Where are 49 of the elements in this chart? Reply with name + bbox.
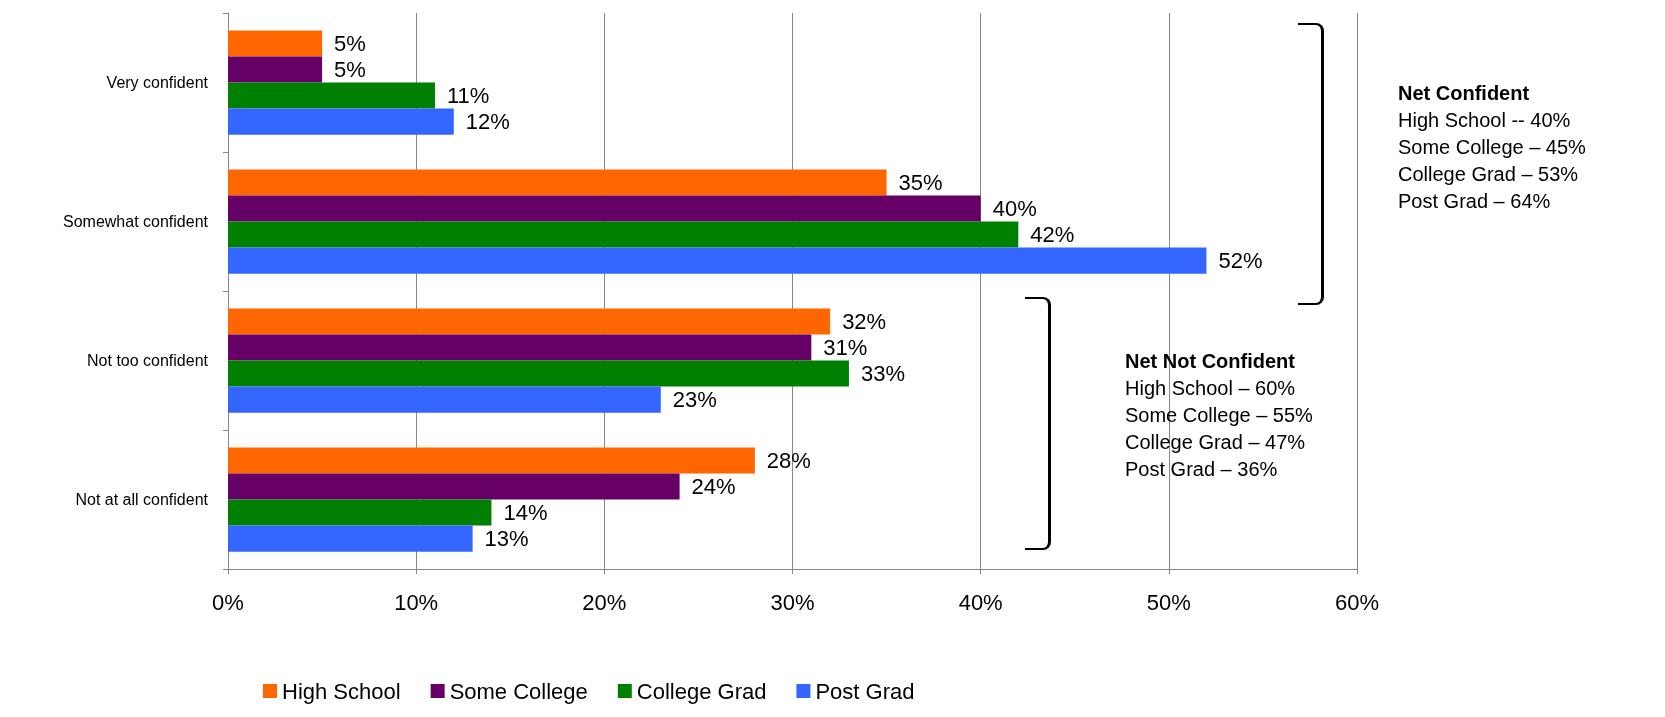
y-tick-label: Not at all confident — [75, 491, 209, 508]
x-tick-label: 40% — [958, 589, 1003, 615]
bar — [228, 334, 812, 361]
legend-label: Post Grad — [815, 678, 915, 704]
x-tick-label: 60% — [1334, 589, 1380, 615]
data-label: 32% — [842, 308, 887, 334]
text: Net Confident High School -- 40% Some College – 45% College Grad – 53% Post Grad – 64% — [1398, 81, 1586, 214]
data-label: 14% — [503, 500, 548, 526]
bar — [228, 247, 1207, 274]
y-tick-label: Very confident — [106, 74, 209, 91]
data-label: 28% — [766, 447, 811, 473]
data-label: 23% — [672, 387, 717, 413]
legend-label: High School — [282, 678, 401, 704]
legend-label: College Grad — [636, 678, 767, 704]
x-tick-label: 50% — [1146, 589, 1191, 615]
data-label: 11% — [446, 83, 490, 109]
bar — [228, 525, 473, 552]
data-label: 33% — [860, 361, 905, 387]
bar — [228, 308, 831, 335]
bar — [228, 195, 981, 222]
x-tick-label: 10% — [394, 589, 439, 615]
bar — [228, 30, 323, 57]
y-tick-label: Somewhat confident — [63, 213, 209, 230]
bar — [228, 360, 849, 387]
bar — [228, 473, 680, 500]
data-label: 24% — [691, 473, 736, 499]
data-label: 40% — [992, 195, 1037, 221]
y-tick-label: Not too confident — [87, 352, 209, 369]
data-label: 5% — [334, 56, 366, 82]
x-tick-label: 30% — [770, 589, 815, 615]
bar — [228, 56, 323, 83]
annotation: Net Not Confident High School – 60% Some College – 55% College Grad – 47% Post Grad – 36% — [1125, 349, 1313, 482]
data-label: 13% — [484, 526, 529, 552]
bar — [228, 447, 755, 474]
data-label: 52% — [1218, 248, 1263, 274]
data-label: 5% — [334, 30, 366, 56]
bar — [228, 221, 1019, 248]
bar — [228, 499, 492, 526]
bar — [228, 386, 661, 413]
bar — [228, 82, 435, 109]
x-tick-label: 20% — [582, 589, 627, 615]
legend-label: Some College — [449, 678, 588, 704]
data-label: 12% — [465, 109, 510, 135]
data-label: 31% — [823, 334, 868, 360]
data-label: 35% — [898, 169, 943, 195]
x-tick-label: 0% — [212, 589, 244, 615]
bar — [228, 169, 887, 196]
bar — [228, 108, 454, 135]
data-label: 42% — [1030, 222, 1075, 248]
